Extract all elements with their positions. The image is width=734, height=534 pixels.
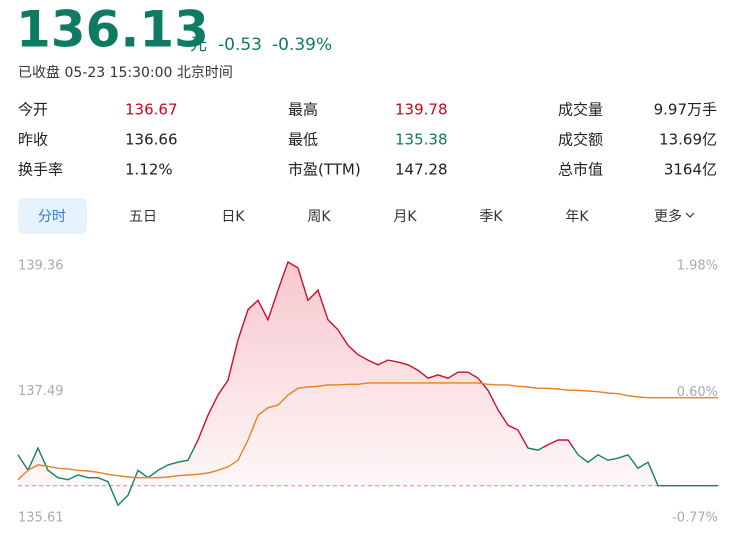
change-pct: -0.39% <box>272 35 332 55</box>
stat-label: 最低 <box>288 131 318 149</box>
tab[interactable]: 月K <box>393 209 417 225</box>
change: -0.53 <box>218 35 262 55</box>
stat-value: 1.12% <box>125 161 173 179</box>
y2-tick-label: 1.98% <box>677 259 718 274</box>
stat-value: 136.66 <box>125 131 178 149</box>
stat-label: 成交额 <box>558 131 603 149</box>
stat-value: 139.78 <box>395 101 448 119</box>
stat-value: 9.97万手 <box>654 101 717 119</box>
y-tick-label: 135.61 <box>18 511 64 526</box>
y-tick-label: 139.36 <box>18 259 64 274</box>
stat-label: 总市值 <box>558 161 603 179</box>
tab[interactable]: 五日 <box>129 209 157 225</box>
price-line <box>17 260 718 507</box>
stat-value: 13.69亿 <box>659 131 717 149</box>
stat-label: 最高 <box>288 101 318 119</box>
tab[interactable]: 更多 <box>654 208 682 225</box>
tab-active-bg <box>18 198 87 234</box>
stat-value: 135.38 <box>395 131 448 149</box>
y2-tick-label: 0.60% <box>677 385 718 400</box>
tab-caret <box>685 212 695 218</box>
stat-value: 3164亿 <box>664 161 717 179</box>
stat-label: 市盈(TTM) <box>288 161 361 179</box>
price-unit: 元 <box>190 35 207 55</box>
price: 136.13 <box>16 1 209 59</box>
avg-line <box>17 382 718 481</box>
stat-label: 换手率 <box>18 161 63 179</box>
y2-tick-label: -0.77% <box>672 511 718 526</box>
stat-label: 昨收 <box>18 131 48 149</box>
tab[interactable]: 年K <box>565 209 589 225</box>
stat-label: 成交量 <box>558 101 603 119</box>
tab[interactable]: 日K <box>221 209 245 225</box>
tab[interactable]: 分时 <box>38 209 66 225</box>
status: 已收盘 05-23 15:30:00 北京时间 <box>18 64 233 81</box>
tab[interactable]: 季K <box>479 209 503 225</box>
stat-value: 147.28 <box>395 161 448 179</box>
y-tick-label: 137.49 <box>18 384 64 399</box>
stat-label: 今开 <box>18 101 48 119</box>
stat-value: 136.67 <box>125 101 178 119</box>
tab[interactable]: 周K <box>307 209 331 225</box>
